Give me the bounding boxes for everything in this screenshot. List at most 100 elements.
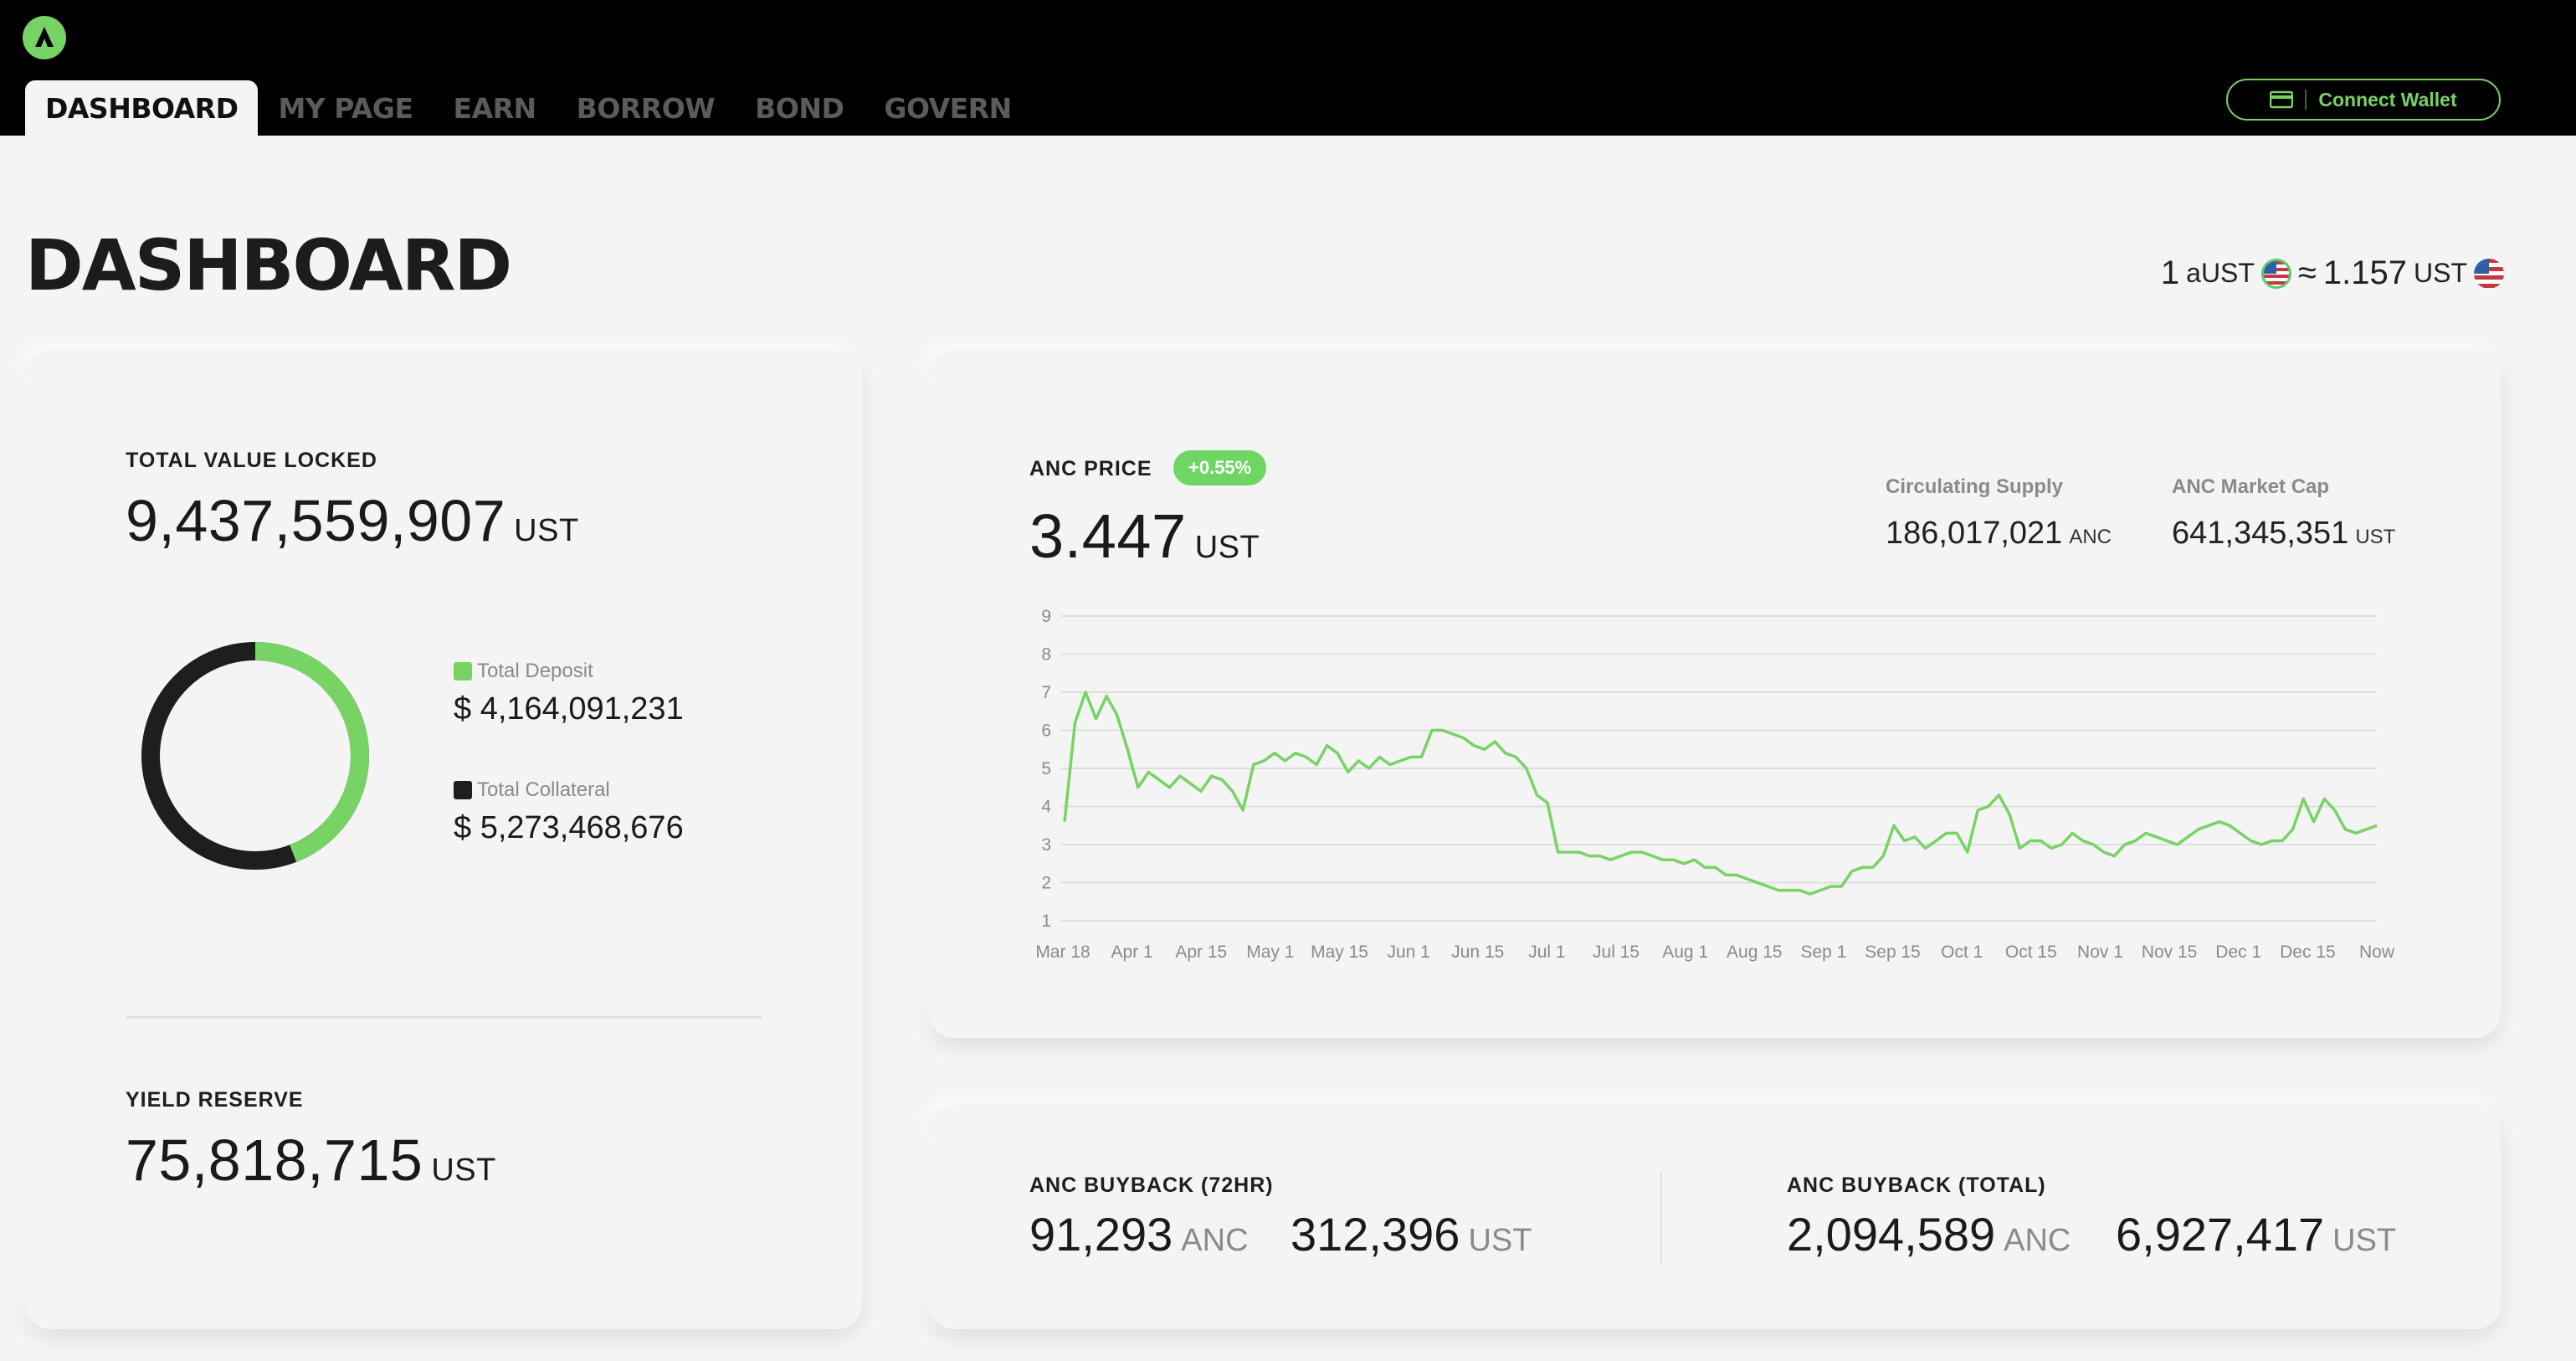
rate-right-amount: 1.157	[2322, 254, 2407, 291]
anc-price-card: ANC PRICE +0.55% 3.447 UST Circulating Su…	[929, 350, 2501, 1038]
tab-dashboard[interactable]: DASHBOARD	[25, 80, 259, 136]
y-tick-label: 5	[1041, 759, 1051, 778]
price-change-badge: +0.55%	[1173, 450, 1267, 485]
legend-total-deposit: Total Deposit $ 4,164,091,231	[454, 660, 684, 727]
connect-wallet-button[interactable]: Connect Wallet	[2226, 79, 2501, 121]
anc-price-value: 3.447 UST	[1029, 501, 1260, 572]
tvl-value: 9,437,559,907 UST	[126, 487, 579, 554]
collateral-swatch	[454, 781, 472, 799]
x-tick-label: Oct 1	[1941, 942, 1983, 962]
tvl-divider	[126, 1016, 762, 1019]
x-tick-label: Nov 1	[2077, 942, 2123, 962]
x-tick-label: Now	[2359, 942, 2395, 962]
x-tick-label: Jun 15	[1451, 942, 1504, 962]
tab-govern[interactable]: GOVERN	[884, 91, 1012, 125]
page-title: DASHBOARD	[25, 224, 512, 306]
donut-deposit-arc	[141, 642, 369, 870]
x-tick-label: Dec 1	[2215, 942, 2261, 962]
deposit-swatch	[454, 662, 472, 680]
y-tick-label: 6	[1041, 722, 1051, 741]
y-tick-label: 1	[1041, 912, 1051, 931]
x-tick-label: Sep 15	[1865, 942, 1921, 962]
x-tick-label: Aug 1	[1662, 942, 1708, 962]
anc-price-chart[interactable]: 1 2 3 4 5 6 7 8 9 Mar 18 Apr 1 Apr 15 May 1 May 15 Jun…	[929, 350, 2501, 1038]
tvl-amount: 9,437,559,907	[126, 488, 506, 553]
yield-reserve-amount: 75,818,715	[126, 1127, 423, 1193]
deposit-value: $ 4,164,091,231	[454, 691, 684, 727]
ust-token-icon	[2474, 258, 2504, 289]
anchor-logo-icon[interactable]	[22, 15, 67, 60]
market-cap-value: 641,345,351 UST	[2172, 516, 2395, 552]
buyback-72hr-label: ANC BUYBACK (72HR)	[1029, 1174, 1274, 1197]
y-tick-label: 4	[1041, 798, 1051, 817]
tab-my-page[interactable]: MY PAGE	[278, 91, 413, 125]
y-tick-label: 8	[1041, 645, 1051, 665]
x-tick-label: Nov 15	[2142, 942, 2198, 962]
y-tick-label: 3	[1041, 835, 1051, 855]
rate-approx-symbol: ≈	[2297, 254, 2317, 291]
x-tick-label: Apr 15	[1175, 942, 1227, 962]
deposit-label: Total Deposit	[477, 660, 593, 682]
tab-earn[interactable]: EARN	[453, 91, 537, 125]
buyback-total-ust: 6,927,417 UST	[2116, 1207, 2396, 1261]
yield-reserve-value: 75,818,715 UST	[126, 1127, 496, 1194]
x-tick-label: Jun 1	[1387, 942, 1429, 962]
tvl-card: TOTAL VALUE LOCKED 9,437,559,907 UST Tota…	[25, 350, 862, 1329]
tvl-label: TOTAL VALUE LOCKED	[126, 449, 377, 472]
circulating-supply-value: 186,017,021 ANC	[1886, 516, 2112, 552]
wallet-icon	[2270, 90, 2294, 109]
tvl-donut-chart	[141, 642, 369, 870]
x-tick-label: Dec 15	[2280, 942, 2336, 962]
buyback-total-anc-amount: 2,094,589	[1787, 1208, 1996, 1261]
x-tick-label: May 15	[1311, 942, 1368, 962]
mcap-unit: UST	[2355, 526, 2396, 548]
collateral-label: Total Collateral	[477, 778, 610, 801]
y-tick-label: 9	[1041, 607, 1051, 626]
buyback-total-anc: 2,094,589 ANC	[1787, 1207, 2071, 1261]
buyback-total-ust-amount: 6,927,417	[2116, 1208, 2325, 1261]
tab-borrow[interactable]: BORROW	[576, 91, 716, 125]
supply-unit: ANC	[2069, 526, 2112, 548]
rate-right-unit: UST	[2414, 258, 2467, 288]
ust-unit: UST	[2332, 1223, 2397, 1258]
y-tick-label: 2	[1041, 874, 1051, 893]
x-tick-label: Sep 1	[1801, 942, 1847, 962]
supply-amount: 186,017,021	[1886, 516, 2063, 551]
price-series-line	[1063, 691, 2378, 896]
x-tick-label: Aug 15	[1727, 942, 1783, 962]
anc-buyback-card: ANC BUYBACK (72HR) 91,293 ANC 312,396 UST …	[929, 1105, 2501, 1329]
top-navigation-bar: DASHBOARD MY PAGE EARN BORROW BOND GOVER…	[0, 0, 2576, 136]
buyback-72hr-ust: 312,396 UST	[1291, 1207, 1532, 1261]
tab-bond[interactable]: BOND	[755, 91, 844, 125]
x-tick-label: Apr 1	[1111, 942, 1153, 962]
anc-price-unit: UST	[1194, 530, 1260, 565]
yield-reserve-unit: UST	[431, 1153, 496, 1188]
buyback-total-label: ANC BUYBACK (TOTAL)	[1787, 1174, 2046, 1197]
anc-price-amount: 3.447	[1029, 501, 1187, 571]
rate-left-unit: aUST	[2186, 258, 2255, 288]
anc-unit: ANC	[1181, 1223, 1249, 1258]
tvl-unit: UST	[514, 513, 579, 548]
aust-token-icon	[2260, 258, 2291, 289]
legend-total-collateral: Total Collateral $ 5,273,468,676	[454, 778, 684, 846]
connect-wallet-label: Connect Wallet	[2318, 88, 2457, 110]
anc-price-label: ANC PRICE	[1029, 457, 1152, 480]
x-tick-label: Jul 1	[1528, 942, 1565, 962]
exchange-rate: 1 aUST ≈ 1.157 UST	[2161, 254, 2504, 292]
circulating-supply-label: Circulating Supply	[1886, 475, 2064, 498]
x-tick-label: Mar 18	[1035, 942, 1090, 962]
rate-left-amount: 1	[2160, 254, 2180, 291]
ust-unit: UST	[1468, 1223, 1532, 1258]
buyback-72hr-anc: 91,293 ANC	[1029, 1207, 1249, 1261]
nav-tabs: DASHBOARD MY PAGE EARN BORROW BOND GOVER…	[25, 80, 1032, 136]
x-tick-label: May 1	[1246, 942, 1294, 962]
market-cap-label: ANC Market Cap	[2172, 475, 2330, 498]
button-separator	[2305, 90, 2307, 110]
collateral-value: $ 5,273,468,676	[454, 810, 684, 845]
x-tick-label: Jul 15	[1593, 942, 1640, 962]
mcap-amount: 641,345,351	[2172, 516, 2349, 551]
buyback-divider	[1660, 1172, 1662, 1264]
y-tick-label: 7	[1041, 683, 1051, 702]
yield-reserve-label: YIELD RESERVE	[126, 1088, 304, 1112]
buyback-72hr-ust-amount: 312,396	[1291, 1208, 1460, 1261]
